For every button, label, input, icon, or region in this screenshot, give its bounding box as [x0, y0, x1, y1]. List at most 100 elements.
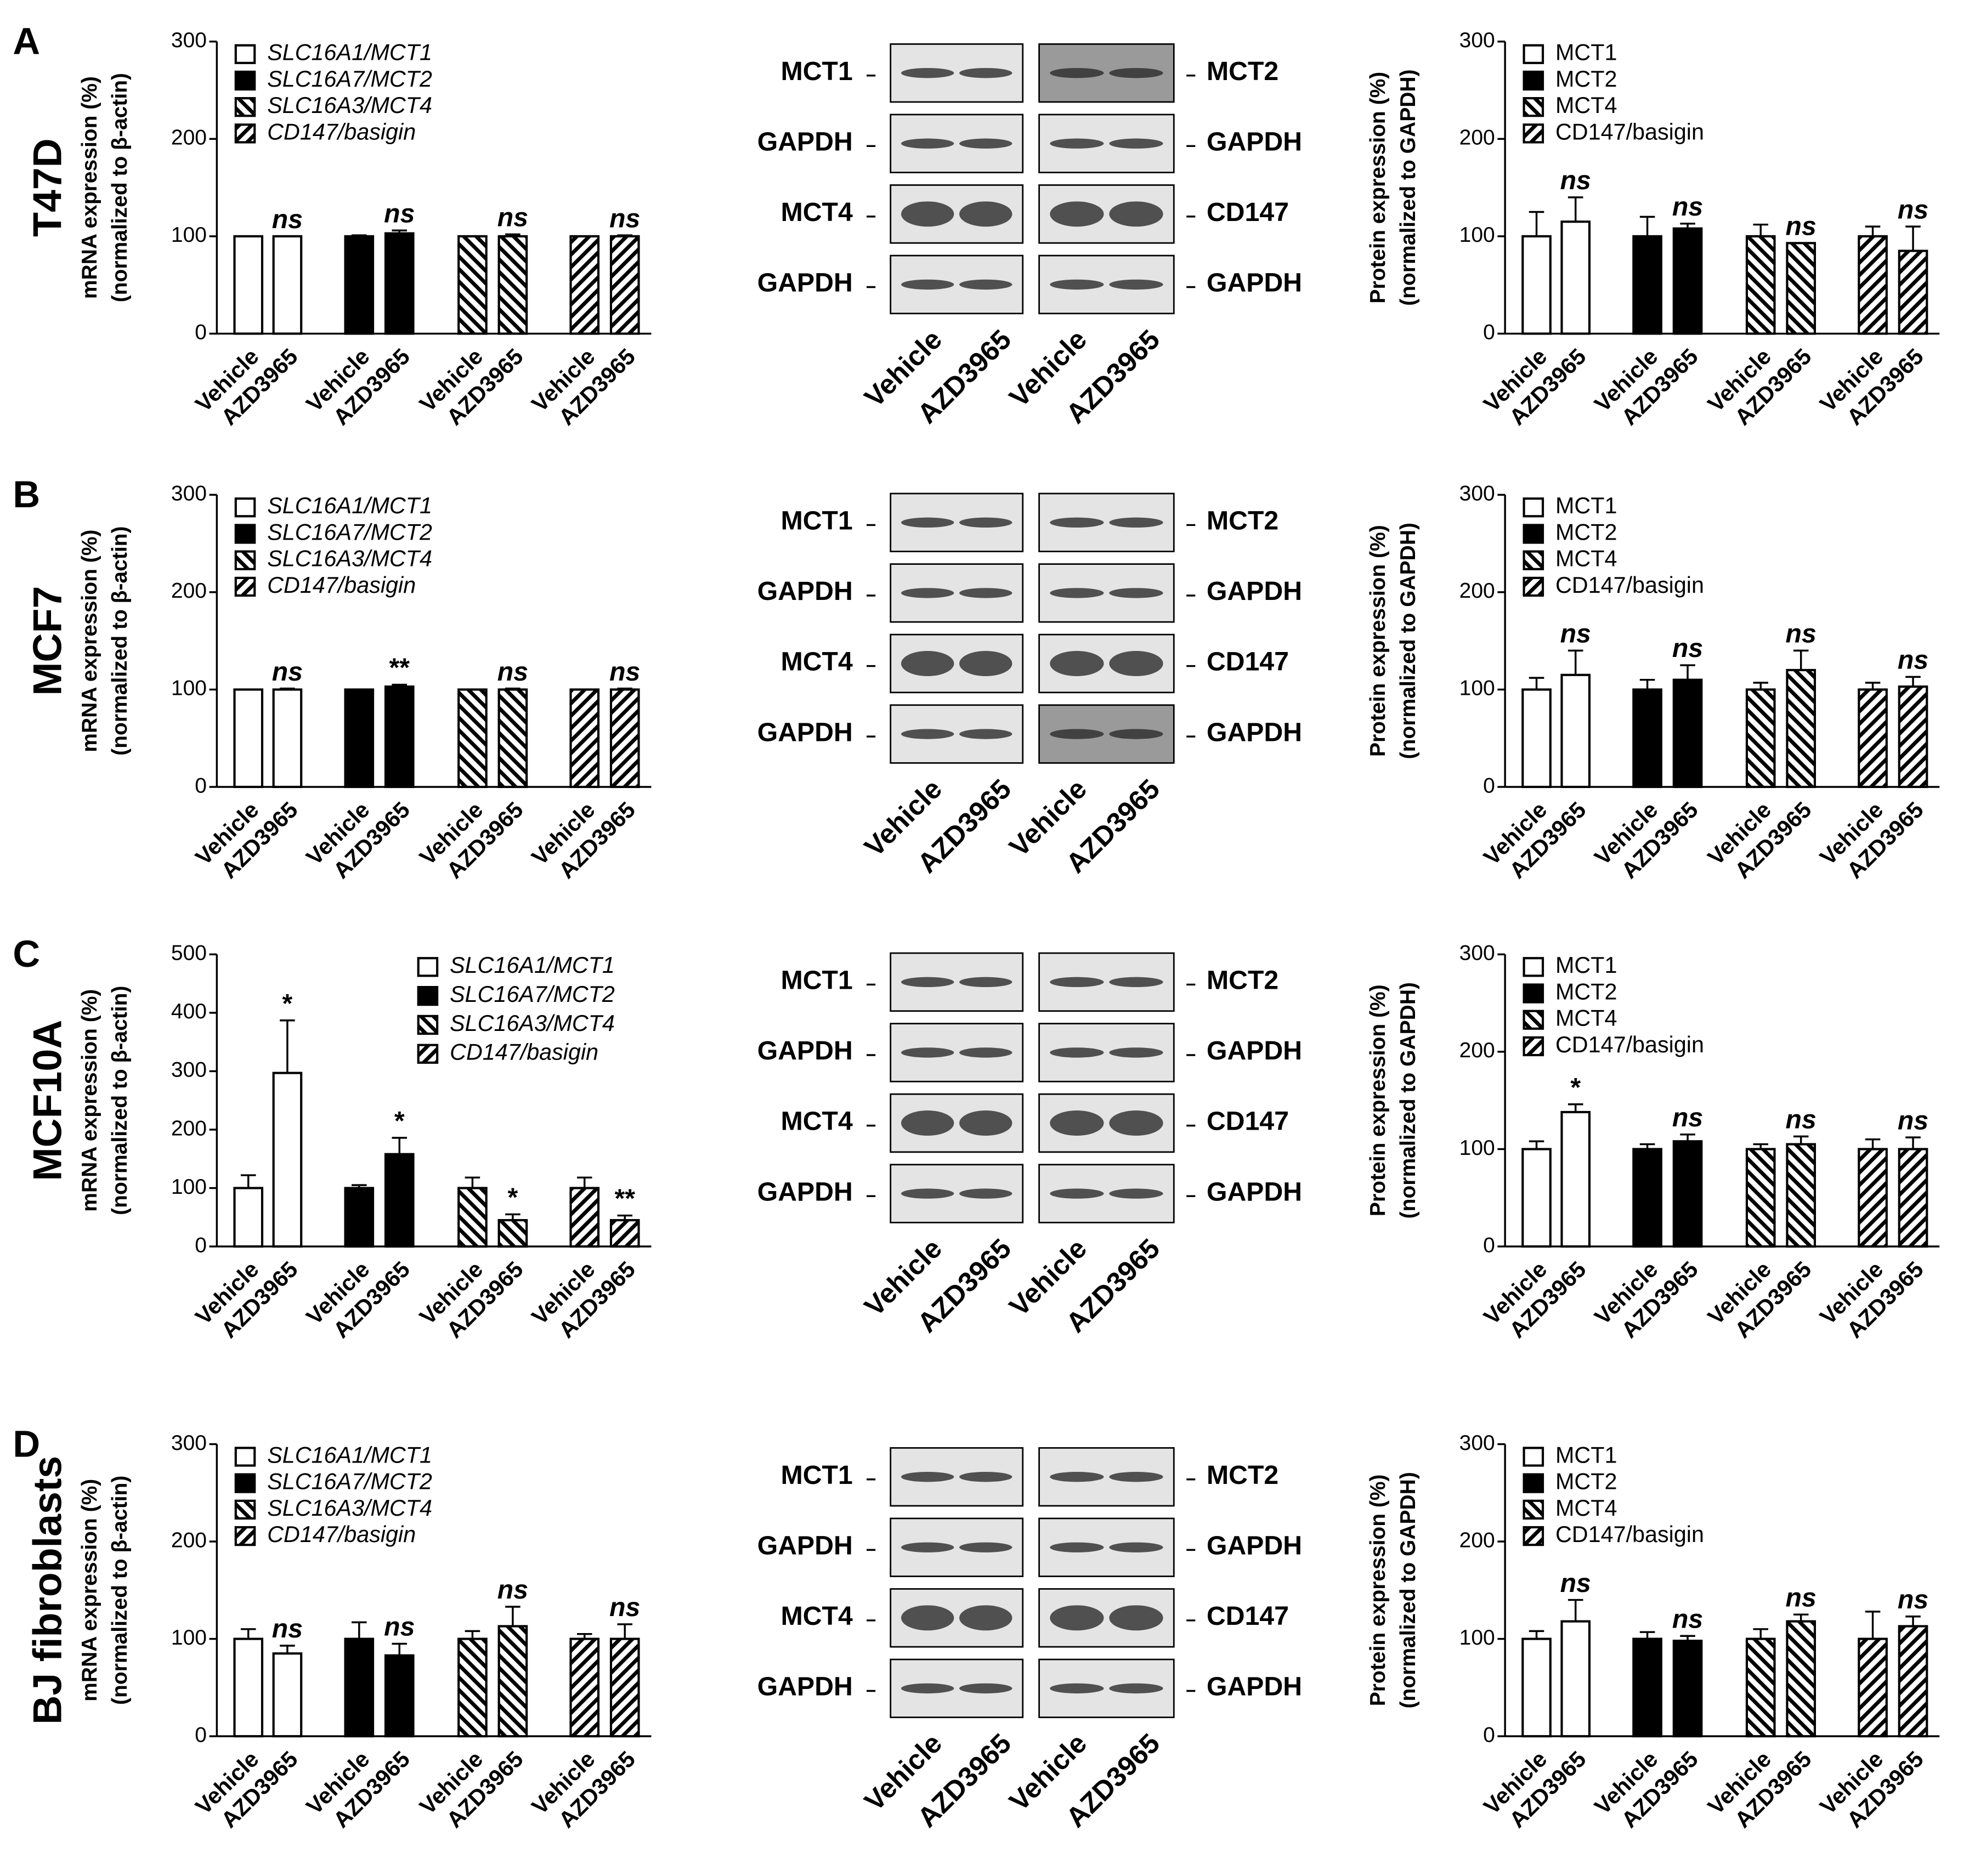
- significance-label: ns: [384, 199, 415, 228]
- y-tick-label: 0: [1483, 774, 1495, 797]
- bar: [457, 235, 488, 335]
- bar: [384, 232, 415, 335]
- blot-label: MCT1: [781, 1460, 853, 1490]
- blot-band: [1050, 1188, 1104, 1199]
- legend-swatch: [234, 70, 256, 91]
- legend-label: MCT4: [1555, 1495, 1617, 1521]
- panel-letter: B: [13, 473, 40, 515]
- y-tick-label: 100: [171, 223, 207, 247]
- y-tick-label: 100: [1459, 223, 1495, 247]
- significance-label: *: [282, 989, 293, 1018]
- blot-label: CD147: [1207, 647, 1289, 677]
- y-tick-label: 0: [1483, 1723, 1495, 1747]
- significance-label: ns: [1560, 1568, 1591, 1598]
- blot-label: MCT1: [781, 506, 853, 536]
- y-axis-label: (normalized to β-actin): [108, 1476, 132, 1705]
- blot-band: [959, 1110, 1012, 1136]
- legend-swatch: [1523, 123, 1544, 144]
- legend-label: SLC16A3/MCT4: [267, 546, 432, 571]
- bar: [1632, 688, 1662, 789]
- y-tick-label: 400: [171, 1000, 207, 1023]
- legend-swatch: [1523, 1036, 1544, 1057]
- significance-label: ns: [497, 203, 528, 233]
- y-tick-label: 300: [171, 1431, 207, 1455]
- y-axis-label: (normalized to GAPDH): [1396, 523, 1420, 759]
- legend-label: SLC16A3/MCT4: [267, 93, 432, 118]
- legend-swatch: [234, 97, 256, 117]
- bar: [1745, 235, 1776, 335]
- blot-band: [1050, 67, 1104, 78]
- y-tick-label: 100: [171, 677, 207, 700]
- legend-swatch: [234, 524, 256, 544]
- y-tick-label: 300: [171, 482, 207, 506]
- bar: [1745, 1637, 1776, 1738]
- blot-band: [1050, 1542, 1104, 1552]
- bar: [1898, 685, 1928, 789]
- bar: [1560, 1620, 1591, 1738]
- y-tick-label: 200: [171, 579, 207, 603]
- blot-label: CD147: [1207, 1107, 1289, 1136]
- y-tick-label: 200: [1459, 126, 1495, 150]
- blot-band: [959, 1047, 1012, 1058]
- blot-band: [1050, 517, 1104, 528]
- blot-band: [959, 279, 1012, 290]
- legend-label: SLC16A1/MCT1: [267, 40, 432, 65]
- blot-label: GAPDH: [1207, 127, 1302, 156]
- significance-label: ns: [1898, 645, 1928, 675]
- legend-swatch: [1523, 1499, 1544, 1520]
- legend-label: CD147/basigin: [1555, 119, 1704, 144]
- bar: [1672, 678, 1703, 789]
- blot-band: [901, 1471, 954, 1482]
- legend-label: SLC16A7/MCT2: [267, 519, 432, 545]
- legend-swatch: [417, 957, 439, 977]
- legend-swatch: [234, 1447, 256, 1467]
- bar: [384, 1654, 415, 1738]
- significance-label: ns: [1898, 1106, 1928, 1135]
- legend-swatch: [1523, 497, 1544, 518]
- significance-label: ns: [1786, 1583, 1816, 1612]
- bar: [384, 685, 415, 789]
- bar: [233, 1637, 264, 1738]
- y-tick-label: 100: [171, 1626, 207, 1650]
- blot-band: [959, 1683, 1012, 1694]
- significance-label: ns: [272, 657, 303, 687]
- y-tick-label: 300: [1459, 942, 1495, 965]
- blot-band: [1109, 651, 1163, 676]
- bar: [344, 235, 375, 335]
- blot-label: GAPDH: [1207, 268, 1302, 298]
- legend-label: MCT1: [1555, 493, 1617, 518]
- y-tick-label: 0: [195, 1233, 207, 1257]
- blot-band: [959, 651, 1012, 676]
- legend-swatch: [234, 497, 256, 518]
- significance-label: ns: [1672, 1103, 1703, 1132]
- blot-band: [1109, 1110, 1163, 1136]
- blot-label: GAPDH: [1207, 1531, 1302, 1560]
- legend-label: CD147/basigin: [1555, 1522, 1704, 1547]
- blot-band: [1050, 1605, 1104, 1631]
- legend-swatch: [234, 123, 256, 144]
- blot-label: MCT2: [1207, 1460, 1278, 1490]
- legend-swatch: [1523, 576, 1544, 597]
- blot-label: MCT2: [1207, 56, 1278, 86]
- y-axis-label: Protein expression (%): [1366, 72, 1390, 304]
- blot-label: MCT4: [781, 1601, 853, 1631]
- blot-band: [1109, 977, 1163, 988]
- blot-band: [959, 1188, 1012, 1199]
- blot-band: [901, 651, 954, 676]
- y-tick-label: 0: [195, 321, 207, 344]
- blot-band: [1109, 138, 1163, 149]
- bar: [1786, 1143, 1816, 1248]
- blot-label: GAPDH: [1207, 717, 1302, 747]
- blot-label: GAPDH: [1207, 576, 1302, 606]
- significance-label: ns: [1786, 1105, 1816, 1135]
- significance-label: ns: [1898, 1585, 1928, 1614]
- blot-band: [959, 977, 1012, 988]
- bar: [1898, 1625, 1928, 1738]
- bar: [1858, 235, 1888, 335]
- y-axis-label: mRNA expression (%): [78, 76, 101, 299]
- bar: [1898, 250, 1928, 335]
- blot-label: GAPDH: [757, 127, 853, 156]
- legend-label: CD147/basigin: [1555, 1032, 1704, 1057]
- bar: [609, 1219, 640, 1248]
